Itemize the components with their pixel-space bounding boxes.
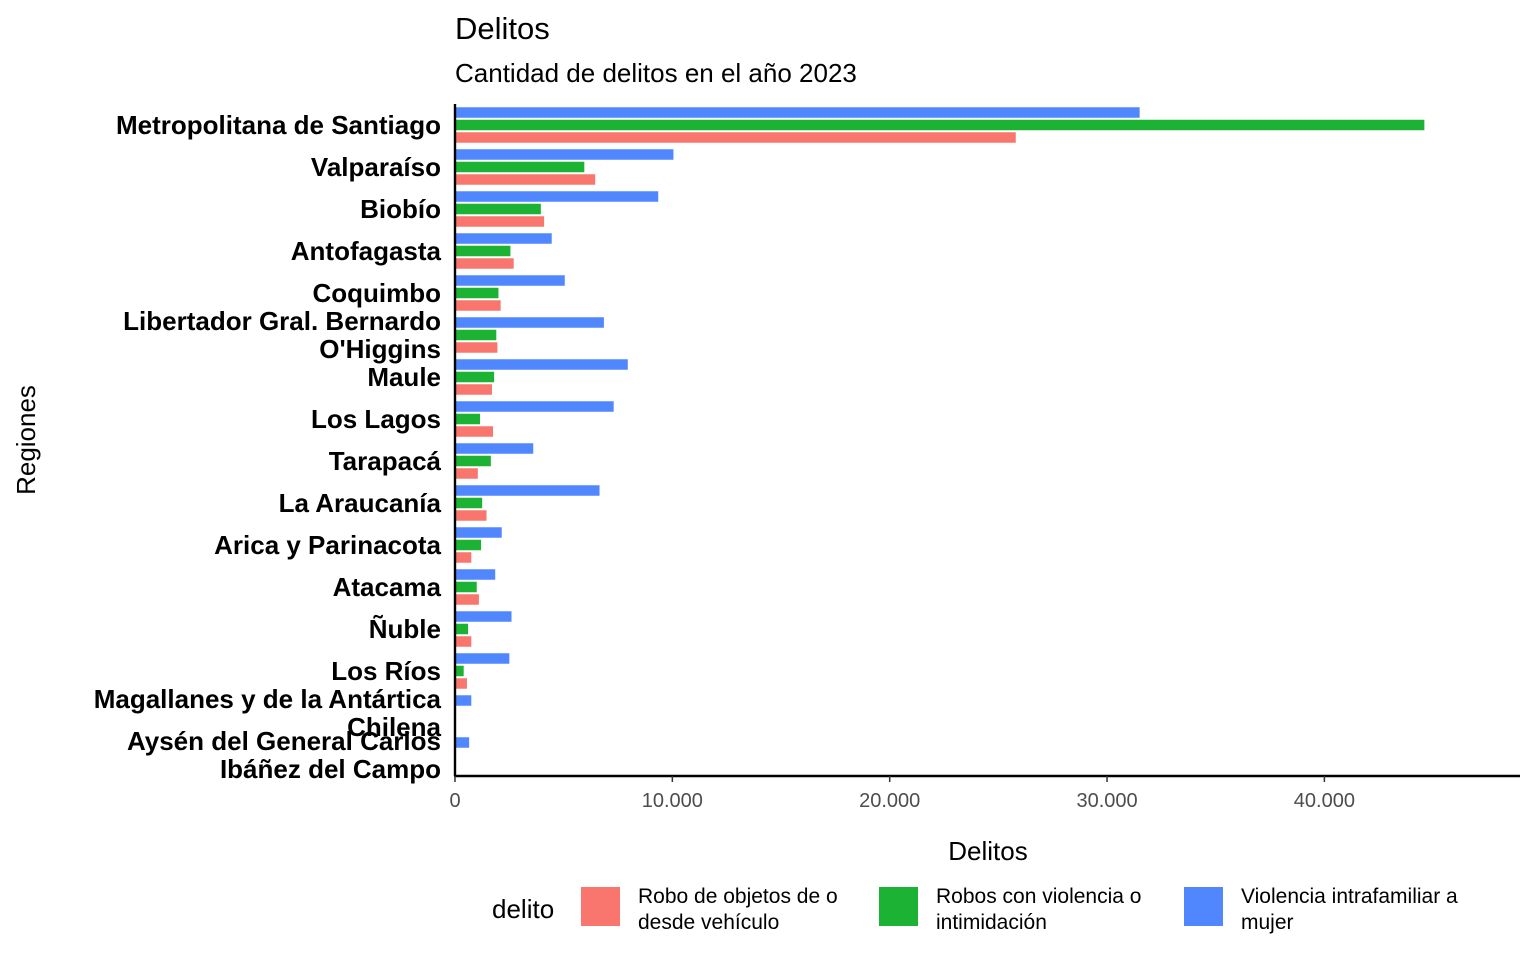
bar <box>455 485 600 496</box>
bar <box>455 359 628 370</box>
bar <box>455 203 541 215</box>
x-tick-label: 0 <box>449 790 460 812</box>
bar <box>455 737 470 748</box>
bar <box>455 678 467 689</box>
legend-label: Robo de objetos de o <box>638 885 838 908</box>
bar <box>455 497 483 509</box>
bar <box>455 539 482 551</box>
bar <box>455 636 472 647</box>
bars-layer <box>455 107 1425 748</box>
y-tick-label: La Araucanía <box>279 488 442 518</box>
bar <box>455 665 464 677</box>
bar <box>455 329 497 341</box>
bar <box>455 581 477 593</box>
chart-subtitle: Cantidad de delitos en el año 2023 <box>455 58 857 88</box>
y-tick-label: Biobío <box>360 194 441 224</box>
legend-label: Robos con violencia o <box>936 885 1141 908</box>
bar <box>455 413 480 425</box>
bar <box>455 611 512 622</box>
bar <box>455 401 614 412</box>
bar <box>455 174 596 185</box>
bar <box>455 191 659 202</box>
x-tick-label: 30.000 <box>1076 790 1137 812</box>
x-tick-label: 40.000 <box>1294 790 1355 812</box>
y-tick-label: O'Higgins <box>319 334 441 364</box>
bar <box>455 653 510 664</box>
bar <box>455 342 498 353</box>
chart-title: Delitos <box>455 11 550 46</box>
bar <box>455 107 1140 118</box>
x-tick-label: 20.000 <box>859 790 920 812</box>
y-tick-label: Arica y Parinacota <box>214 530 441 560</box>
y-tick-label: Chilena <box>347 712 441 742</box>
bar <box>455 216 545 227</box>
bar <box>455 317 604 328</box>
y-tick-label: Los Lagos <box>311 404 441 434</box>
bar <box>455 275 565 286</box>
legend-label: Violencia intrafamiliar a <box>1241 885 1458 908</box>
bar <box>455 510 487 521</box>
bar <box>455 384 492 395</box>
y-tick-label: Metropolitana de Santiago <box>116 110 441 140</box>
legend-key <box>879 887 918 926</box>
bar <box>455 300 501 311</box>
bar <box>455 623 469 635</box>
bar <box>455 371 495 383</box>
x-axis-title: Delitos <box>948 836 1027 866</box>
y-tick-label: Los Ríos <box>331 656 441 686</box>
bar <box>455 468 478 479</box>
bar <box>455 695 472 706</box>
y-tick-label: Tarapacá <box>329 446 442 476</box>
legend-label: intimidación <box>936 911 1047 934</box>
legend-key <box>1184 887 1223 926</box>
y-tick-label: Maule <box>367 362 441 392</box>
bar <box>455 132 1016 143</box>
bar <box>455 245 511 257</box>
bar <box>455 287 499 299</box>
y-tick-label: Coquimbo <box>312 278 441 308</box>
legend: Robo de objetos de o desde vehículo Robos … <box>581 885 1458 934</box>
legend-label: desde vehículo <box>638 911 779 934</box>
bar <box>455 161 585 173</box>
bar <box>455 443 534 454</box>
y-tick-label: Magallanes y de la Antártica <box>94 684 442 714</box>
x-tick-label: 10.000 <box>642 790 703 812</box>
x-axis-ticks: 0 10.000 20.000 30.000 40.000 <box>449 776 1355 812</box>
y-tick-label: Antofagasta <box>291 236 442 266</box>
legend-label: mujer <box>1241 911 1294 934</box>
y-axis-labels: Metropolitana de Santiago Valparaíso Biobí… <box>94 110 442 784</box>
y-axis-title: Regiones <box>11 385 41 495</box>
y-tick-label: Aysén del General Carlos <box>127 726 441 756</box>
bar <box>455 594 479 605</box>
bar <box>455 455 491 467</box>
legend-key <box>581 887 620 926</box>
bar <box>455 527 502 538</box>
y-tick-label: Ibáñez del Campo <box>220 754 441 784</box>
y-tick-label: Ñuble <box>369 614 441 644</box>
bar <box>455 149 674 160</box>
bar <box>455 569 496 580</box>
y-tick-label: Valparaíso <box>311 152 441 182</box>
bar <box>455 426 494 437</box>
bar <box>455 552 472 563</box>
y-tick-label: Libertador Gral. Bernardo <box>123 306 441 336</box>
bar <box>455 233 552 244</box>
legend-title: delito <box>492 894 554 924</box>
y-tick-label: Atacama <box>333 572 442 602</box>
bar <box>455 119 1425 131</box>
bar <box>455 258 514 269</box>
